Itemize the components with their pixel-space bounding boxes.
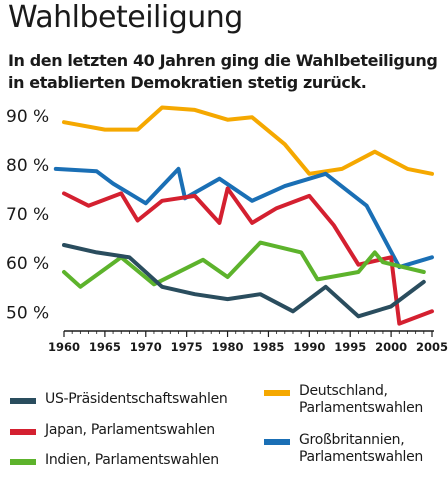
- y-tick-label-4: 90 %: [6, 107, 49, 127]
- x-tick-label-5: 1985: [252, 340, 284, 354]
- legend-swatch-uk: [264, 439, 290, 445]
- x-tick-label-1: 1965: [89, 340, 121, 354]
- chart-subtitle: In den letzten 40 Jahren ging die Wahlbe…: [8, 51, 438, 92]
- series-line-4: [62, 243, 426, 319]
- axis-layer: 1960 1965 1970 1975 1980 1985 1990 1995 2000 2005…: [6, 107, 448, 354]
- x-tick-label-3: 1975: [171, 340, 203, 354]
- x-tick-label-9: 2005: [416, 340, 448, 354]
- x-tick-label-8: 2000: [375, 340, 407, 354]
- legend-swatch-japan: [10, 429, 36, 435]
- series-layer: [53, 105, 434, 326]
- legend-label-uk: Großbritannien, Parlamentswahlen: [299, 432, 424, 465]
- series-line-3: [62, 240, 426, 289]
- legend-item-us: US-Präsidentschaftswahlen: [10, 391, 228, 408]
- legend-item-uk: Großbritannien, Parlamentswahlen: [264, 432, 423, 466]
- x-tick-label-7: 1995: [334, 340, 366, 354]
- y-tick-label-2: 70 %: [6, 205, 49, 225]
- legend-item-germany: Deutschland, Parlamentswahlen: [264, 383, 423, 417]
- series-line-1: [53, 166, 434, 270]
- legend-swatch-us: [10, 398, 36, 404]
- y-tick-label-1: 60 %: [6, 254, 49, 274]
- x-tick-label-6: 1990: [293, 340, 325, 354]
- x-tick-label-0: 1960: [48, 340, 80, 354]
- legend-label-us: US-Präsidentschaftswahlen: [45, 391, 228, 407]
- x-tick-label-4: 1980: [212, 340, 244, 354]
- legend-swatch-germany: [264, 390, 290, 396]
- series-line-2: [62, 186, 434, 326]
- legend-label-germany: Deutschland, Parlamentswahlen: [299, 383, 424, 416]
- legend-item-india: Indien, Parlamentswahlen: [10, 452, 219, 469]
- x-tick-label-2: 1970: [130, 340, 162, 354]
- y-tick-label-0: 50 %: [6, 303, 49, 323]
- legend-label-japan: Japan, Parlamentswahlen: [45, 422, 215, 438]
- legend-item-japan: Japan, Parlamentswahlen: [10, 422, 215, 439]
- y-tick-label-3: 80 %: [6, 156, 49, 176]
- chart-title: Wahlbeteiligung: [8, 0, 243, 35]
- legend-label-india: Indien, Parlamentswahlen: [45, 452, 219, 468]
- series-line-0: [62, 105, 434, 176]
- legend-swatch-india: [10, 459, 36, 465]
